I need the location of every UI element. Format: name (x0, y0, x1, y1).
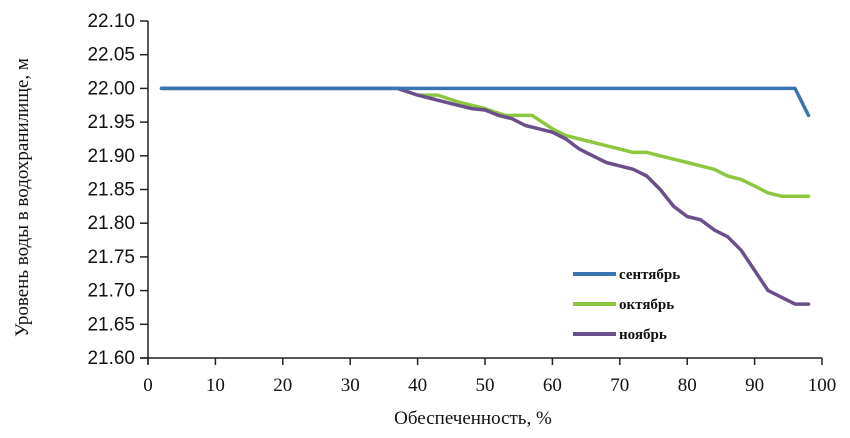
x-tick-label: 90 (745, 375, 764, 396)
x-axis-ticks: 0 10 20 30 40 50 60 70 80 90 100 (143, 358, 836, 396)
y-tick-label: 21.70 (87, 281, 135, 302)
y-tick-label: 21.65 (87, 314, 135, 335)
y-tick-label: 21.95 (87, 112, 135, 133)
x-tick-label: 40 (408, 375, 427, 396)
legend: сентябрь октябрь ноябрь (573, 267, 680, 343)
legend-label-2: ноябрь (619, 327, 667, 343)
x-tick-label: 10 (206, 375, 225, 396)
y-tick-label: 21.60 (87, 348, 135, 369)
x-tick-label: 50 (476, 375, 495, 396)
x-tick-label: 80 (678, 375, 697, 396)
legend-label-1: октябрь (619, 297, 674, 313)
y-axis-ticks: 21.60 21.65 21.70 21.75 21.80 21.85 21.90 21.95… (87, 11, 148, 369)
series-line-1 (159, 86, 811, 198)
axes (140, 21, 822, 364)
y-axis-title: Уровень воды в водохранилище, м (12, 58, 33, 337)
x-tick-label: 20 (273, 375, 292, 396)
y-tick-label: 22.05 (87, 45, 135, 66)
y-tick-label: 21.90 (87, 146, 135, 167)
legend-label-0: сентябрь (619, 267, 680, 283)
y-tick-label: 22.10 (87, 11, 135, 32)
x-axis-title: Обеспеченность, % (394, 408, 552, 429)
x-tick-label: 60 (543, 375, 562, 396)
x-tick-label: 100 (808, 375, 837, 396)
series-lines (159, 86, 811, 306)
series-line-0 (159, 86, 811, 118)
x-tick-label: 0 (143, 375, 153, 396)
y-tick-label: 21.85 (87, 180, 135, 201)
y-tick-label: 22.00 (87, 78, 135, 99)
x-tick-label: 70 (610, 375, 629, 396)
y-tick-label: 21.75 (87, 247, 135, 268)
x-tick-label: 30 (341, 375, 360, 396)
series-line-2 (159, 86, 811, 306)
y-tick-label: 21.80 (87, 213, 135, 234)
